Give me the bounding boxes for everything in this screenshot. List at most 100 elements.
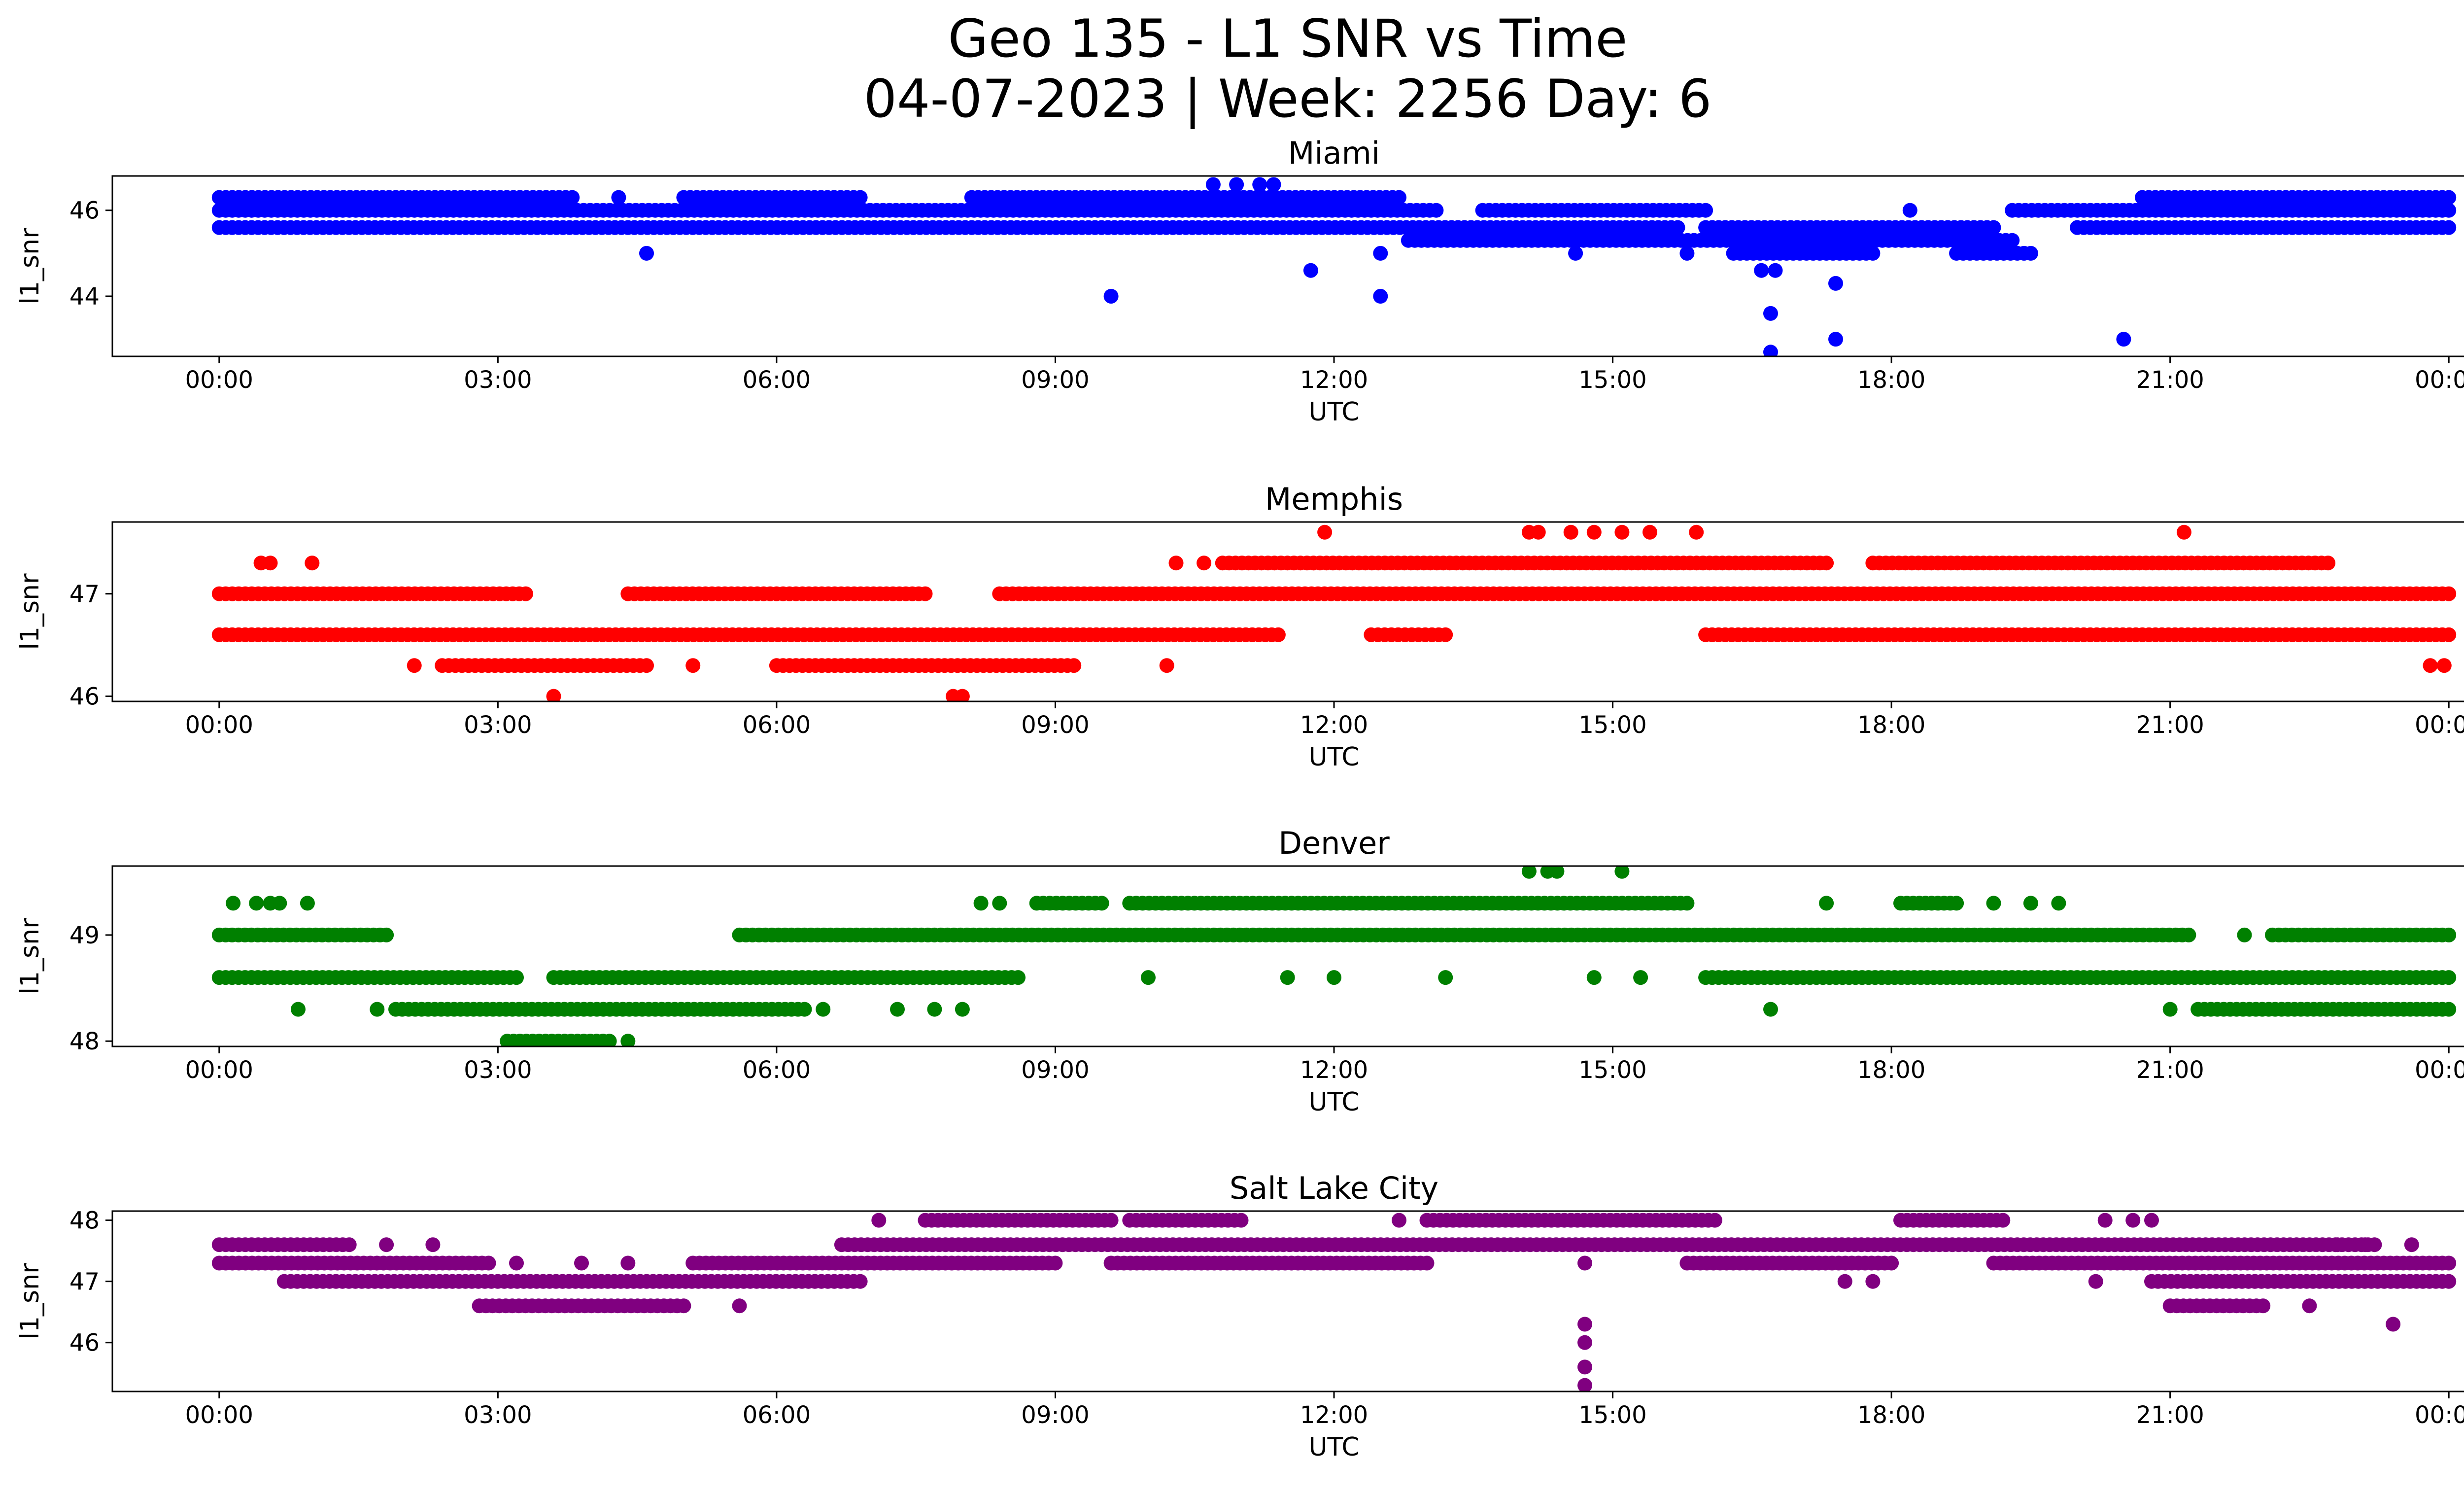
x-tick-label: 00:00	[185, 711, 253, 739]
subplot-title: Memphis	[1265, 481, 1403, 517]
x-tick-label: 12:00	[1300, 711, 1368, 739]
x-tick-label: 06:00	[743, 1401, 811, 1429]
data-point	[1643, 524, 1657, 540]
data-point	[370, 1002, 385, 1017]
data-point	[1392, 1213, 1406, 1228]
x-tick-label: 00:00	[2415, 1401, 2464, 1429]
data-point	[1252, 177, 1267, 192]
x-tick-label: 18:00	[1857, 366, 1925, 394]
data-point	[1392, 190, 1406, 205]
data-point	[918, 586, 933, 601]
data-point	[263, 556, 278, 571]
data-point	[226, 896, 241, 911]
x-tick-label: 21:00	[2136, 711, 2204, 739]
data-point	[1763, 306, 1778, 321]
x-tick-label: 21:00	[2136, 1056, 2204, 1084]
data-points-denver	[211, 866, 2457, 1046]
data-point	[1563, 524, 1578, 540]
data-point	[1865, 1274, 1881, 1289]
data-point	[2144, 1213, 2159, 1228]
x-tick-label: 15:00	[1578, 1056, 1646, 1084]
subplot-memphis: 00:00 03:00 06:00 09:00 12:00 15:00 18:00 21:00…	[15, 481, 2464, 772]
data-point	[2005, 233, 2020, 248]
data-point	[2441, 927, 2457, 942]
x-tick-label: 12:00	[1300, 1056, 1368, 1084]
data-point	[1679, 896, 1695, 911]
data-point	[2162, 1002, 2178, 1017]
data-point	[1066, 658, 1082, 673]
data-point	[2441, 970, 2457, 985]
data-points-salt-lake-city	[211, 1213, 2457, 1391]
data-point	[620, 1255, 636, 1271]
x-tick-label: 18:00	[1857, 711, 1925, 739]
data-point	[1229, 177, 1244, 192]
data-point	[602, 1034, 617, 1046]
data-point	[1768, 263, 1783, 278]
x-tick-label: 12:00	[1300, 366, 1368, 394]
data-point	[2358, 1237, 2373, 1252]
x-tick-label: 00:00	[185, 1401, 253, 1429]
x-tick-label: 09:00	[1021, 1401, 1089, 1429]
figure-title: Geo 135 - L1 SNR vs Time 04-07-2023 | We…	[0, 9, 2464, 129]
figure-title-line2: 04-07-2023 | Week: 2256 Day: 6	[863, 69, 1712, 129]
data-point	[2441, 220, 2457, 235]
data-point	[2097, 1213, 2113, 1228]
subplot-title: Salt Lake City	[1230, 1170, 1438, 1206]
data-point	[1865, 245, 1881, 261]
data-point	[1531, 524, 1546, 540]
data-point	[342, 1237, 357, 1252]
x-axis-label: UTC	[1308, 1087, 1359, 1117]
data-point	[1577, 1378, 1592, 1391]
x-tick-label: 03:00	[464, 1056, 532, 1084]
y-tick-label: 48	[69, 1207, 100, 1235]
data-point	[1205, 177, 1221, 192]
y-axis-miami: 44 46	[69, 197, 112, 311]
x-tick-label: 21:00	[2136, 366, 2204, 394]
y-tick-label: 44	[69, 283, 100, 311]
y-axis-label: l1_snr	[15, 228, 45, 305]
y-axis-memphis: 46 47	[69, 581, 112, 711]
x-axis-label: UTC	[1308, 742, 1359, 772]
data-point	[890, 1002, 905, 1017]
data-point	[639, 658, 654, 673]
x-axis-label: UTC	[1308, 1432, 1359, 1462]
data-point	[249, 896, 264, 911]
data-point	[1995, 1213, 2011, 1228]
data-point	[272, 896, 287, 911]
data-point	[1577, 1317, 1592, 1332]
data-point	[1577, 1255, 1592, 1271]
x-tick-label: 18:00	[1857, 1401, 1925, 1429]
axes-frame-memphis	[111, 521, 2464, 702]
data-point	[2176, 524, 2191, 540]
data-point	[1521, 866, 1537, 879]
data-point	[1949, 896, 1964, 911]
data-point	[1698, 203, 1713, 218]
x-tick-label: 09:00	[1021, 1056, 1089, 1084]
y-tick-label: 48	[69, 1028, 100, 1055]
data-point	[1270, 627, 1286, 642]
figure-title-line1: Geo 135 - L1 SNR vs Time	[948, 8, 1628, 69]
data-point	[2023, 896, 2038, 911]
data-points-memphis	[211, 524, 2457, 701]
data-point	[1902, 203, 1917, 218]
x-tick-label: 06:00	[743, 1056, 811, 1084]
data-point	[927, 1002, 942, 1017]
x-tick-label: 09:00	[1021, 366, 1089, 394]
data-point	[1670, 220, 1685, 235]
data-point	[2023, 245, 2038, 261]
data-point	[1168, 556, 1184, 571]
x-tick-label: 18:00	[1857, 1056, 1925, 1084]
data-point	[2116, 332, 2131, 347]
data-point	[1577, 1359, 1592, 1375]
x-tick-label: 09:00	[1021, 711, 1089, 739]
data-point	[2441, 586, 2457, 601]
data-point	[853, 1274, 868, 1289]
x-tick-label: 03:00	[464, 711, 532, 739]
data-points-miami	[211, 177, 2457, 356]
data-point	[300, 896, 315, 911]
data-point	[1197, 556, 1212, 571]
y-axis-label: l1_snr	[15, 573, 45, 650]
data-point	[2441, 1002, 2457, 1017]
data-point	[1103, 289, 1119, 304]
